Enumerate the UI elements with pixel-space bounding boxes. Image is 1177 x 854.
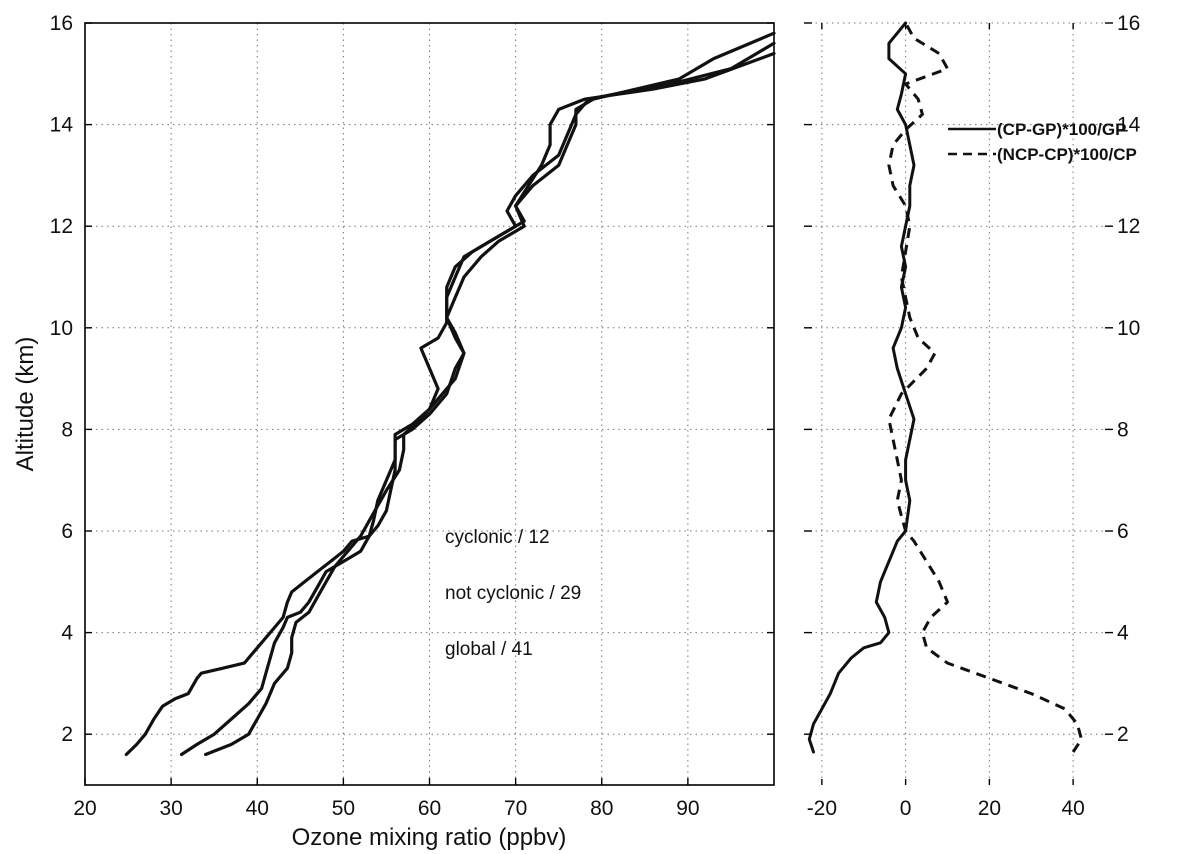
- right-series: [807, 21, 1083, 754]
- left-y-tick-label: 8: [61, 418, 73, 441]
- left-y-tick-label: 6: [61, 520, 73, 543]
- right-y-tick-label: 16: [1117, 12, 1140, 35]
- right-y-tick-label: 12: [1117, 215, 1140, 238]
- left-series: [124, 31, 776, 757]
- left-x-axis-title: Ozone mixing ratio (ppbv): [292, 824, 567, 851]
- right-series-solid-line: [807, 21, 916, 754]
- right-chart: -20 0 20 40 2 4 6 8 10 12 14 16 (CP-GP)*100/GP (NC…: [804, 12, 1141, 820]
- right-series-dashed-line: [887, 22, 1083, 753]
- left-y-ticks: 2 4 6 8 10 12 14 16: [50, 12, 774, 746]
- right-y-tick-label: 8: [1117, 418, 1129, 441]
- left-x-tick-label: 70: [504, 797, 527, 820]
- right-x-tick-label: 20: [978, 797, 1001, 820]
- left-y-tick-label: 12: [50, 215, 73, 238]
- left-y-tick-label: 16: [50, 12, 73, 35]
- annotation-cyclonic: cyclonic / 12: [445, 527, 550, 548]
- left-y-tick-label: 4: [61, 622, 73, 645]
- right-y-tick-label: 4: [1117, 622, 1129, 645]
- left-y-tick-label: 10: [50, 317, 73, 340]
- legend-label-dashed: (NCP-CP)*100/CP: [997, 145, 1137, 164]
- left-chart: 20 30 40 50 60 70 80 90 2 4 6 8 10 12 14 16 Ozone mixi…: [12, 12, 776, 851]
- right-y-tick-label: 6: [1117, 520, 1129, 543]
- right-x-ticks: -20 0 20 40: [807, 23, 1085, 820]
- left-series-global-line: [204, 31, 776, 757]
- left-x-tick-label: 30: [159, 797, 182, 820]
- right-y-tick-label: 2: [1117, 723, 1129, 746]
- left-x-tick-label: 20: [73, 797, 96, 820]
- legend: (CP-GP)*100/GP (NCP-CP)*100/CP: [948, 120, 1137, 164]
- legend-label-solid: (CP-GP)*100/GP: [997, 120, 1126, 139]
- right-y-tick-label: 14: [1117, 114, 1141, 137]
- left-y-tick-label: 2: [61, 723, 73, 746]
- right-x-tick-label: 40: [1061, 797, 1084, 820]
- right-y-tick-label: 10: [1117, 317, 1140, 340]
- right-x-tick-label: 0: [900, 797, 912, 820]
- annotation-not-cyclonic: not cyclonic / 29: [445, 583, 581, 604]
- right-grid: [810, 22, 1105, 785]
- annotation-global: global / 41: [445, 639, 533, 660]
- left-x-tick-label: 90: [676, 797, 699, 820]
- left-grid: [85, 23, 774, 785]
- left-y-tick-label: 14: [50, 114, 74, 137]
- left-x-tick-label: 40: [246, 797, 269, 820]
- left-y-axis-title: Altitude (km): [12, 337, 39, 472]
- right-y-ticks: 2 4 6 8 10 12 14 16: [804, 12, 1141, 746]
- left-x-tick-label: 60: [418, 797, 441, 820]
- right-x-tick-label: -20: [807, 797, 837, 820]
- left-x-ticks: 20 30 40 50 60 70 80 90: [73, 778, 700, 820]
- left-x-tick-label: 80: [590, 797, 613, 820]
- left-x-tick-label: 50: [332, 797, 355, 820]
